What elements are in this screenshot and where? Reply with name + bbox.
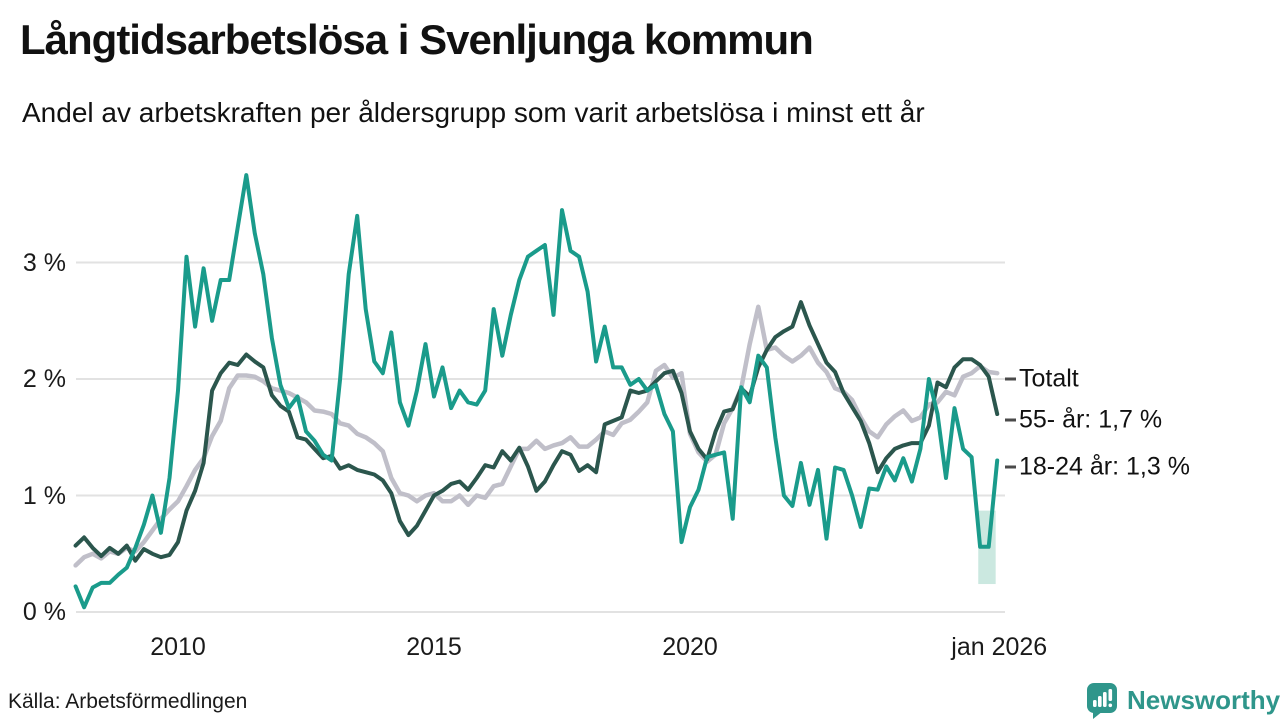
x-tick-label: jan 2026 bbox=[951, 633, 1048, 661]
x-tick-label: 2010 bbox=[150, 633, 206, 661]
legend-label: Totalt bbox=[1019, 364, 1079, 393]
legend-label: 18-24 år: 1,3 % bbox=[1019, 452, 1190, 481]
newsworthy-logo-text: Newsworthy bbox=[1127, 684, 1280, 715]
y-tick-label: 2 % bbox=[22, 365, 66, 393]
y-tick-label: 0 % bbox=[22, 598, 66, 626]
chart-subtitle: Andel av arbetskraften per åldersgrupp s… bbox=[22, 97, 925, 128]
legend-label: 55- år: 1,7 % bbox=[1019, 405, 1163, 434]
legend-item-18-24-ar: 18-24 år: 1,3 % bbox=[1005, 452, 1190, 481]
y-tick-label: 1 % bbox=[22, 481, 66, 510]
newsworthy-logo-icon bbox=[1087, 683, 1117, 719]
y-tick-label: 3 % bbox=[22, 248, 66, 277]
x-tick-label: 2015 bbox=[406, 633, 462, 661]
series-line-55-r bbox=[73, 300, 1000, 563]
legend-dash-icon bbox=[1005, 377, 1016, 381]
legend-item-55-ar: 55- år: 1,7 % bbox=[1005, 405, 1162, 434]
series-line-18-24-r bbox=[73, 173, 1000, 610]
legend-dash-icon bbox=[1005, 465, 1016, 469]
page-title: Långtidsarbetslösa i Svenljunga kommun bbox=[20, 16, 814, 63]
newsworthy-logo[interactable]: Newsworthy bbox=[1085, 681, 1280, 719]
legend-item-totalt: Totalt bbox=[1005, 365, 1079, 394]
x-tick-label: 2020 bbox=[662, 633, 718, 661]
source-note: Källa: Arbetsförmedlingen bbox=[8, 690, 248, 713]
legend-dash-icon bbox=[1005, 418, 1016, 422]
